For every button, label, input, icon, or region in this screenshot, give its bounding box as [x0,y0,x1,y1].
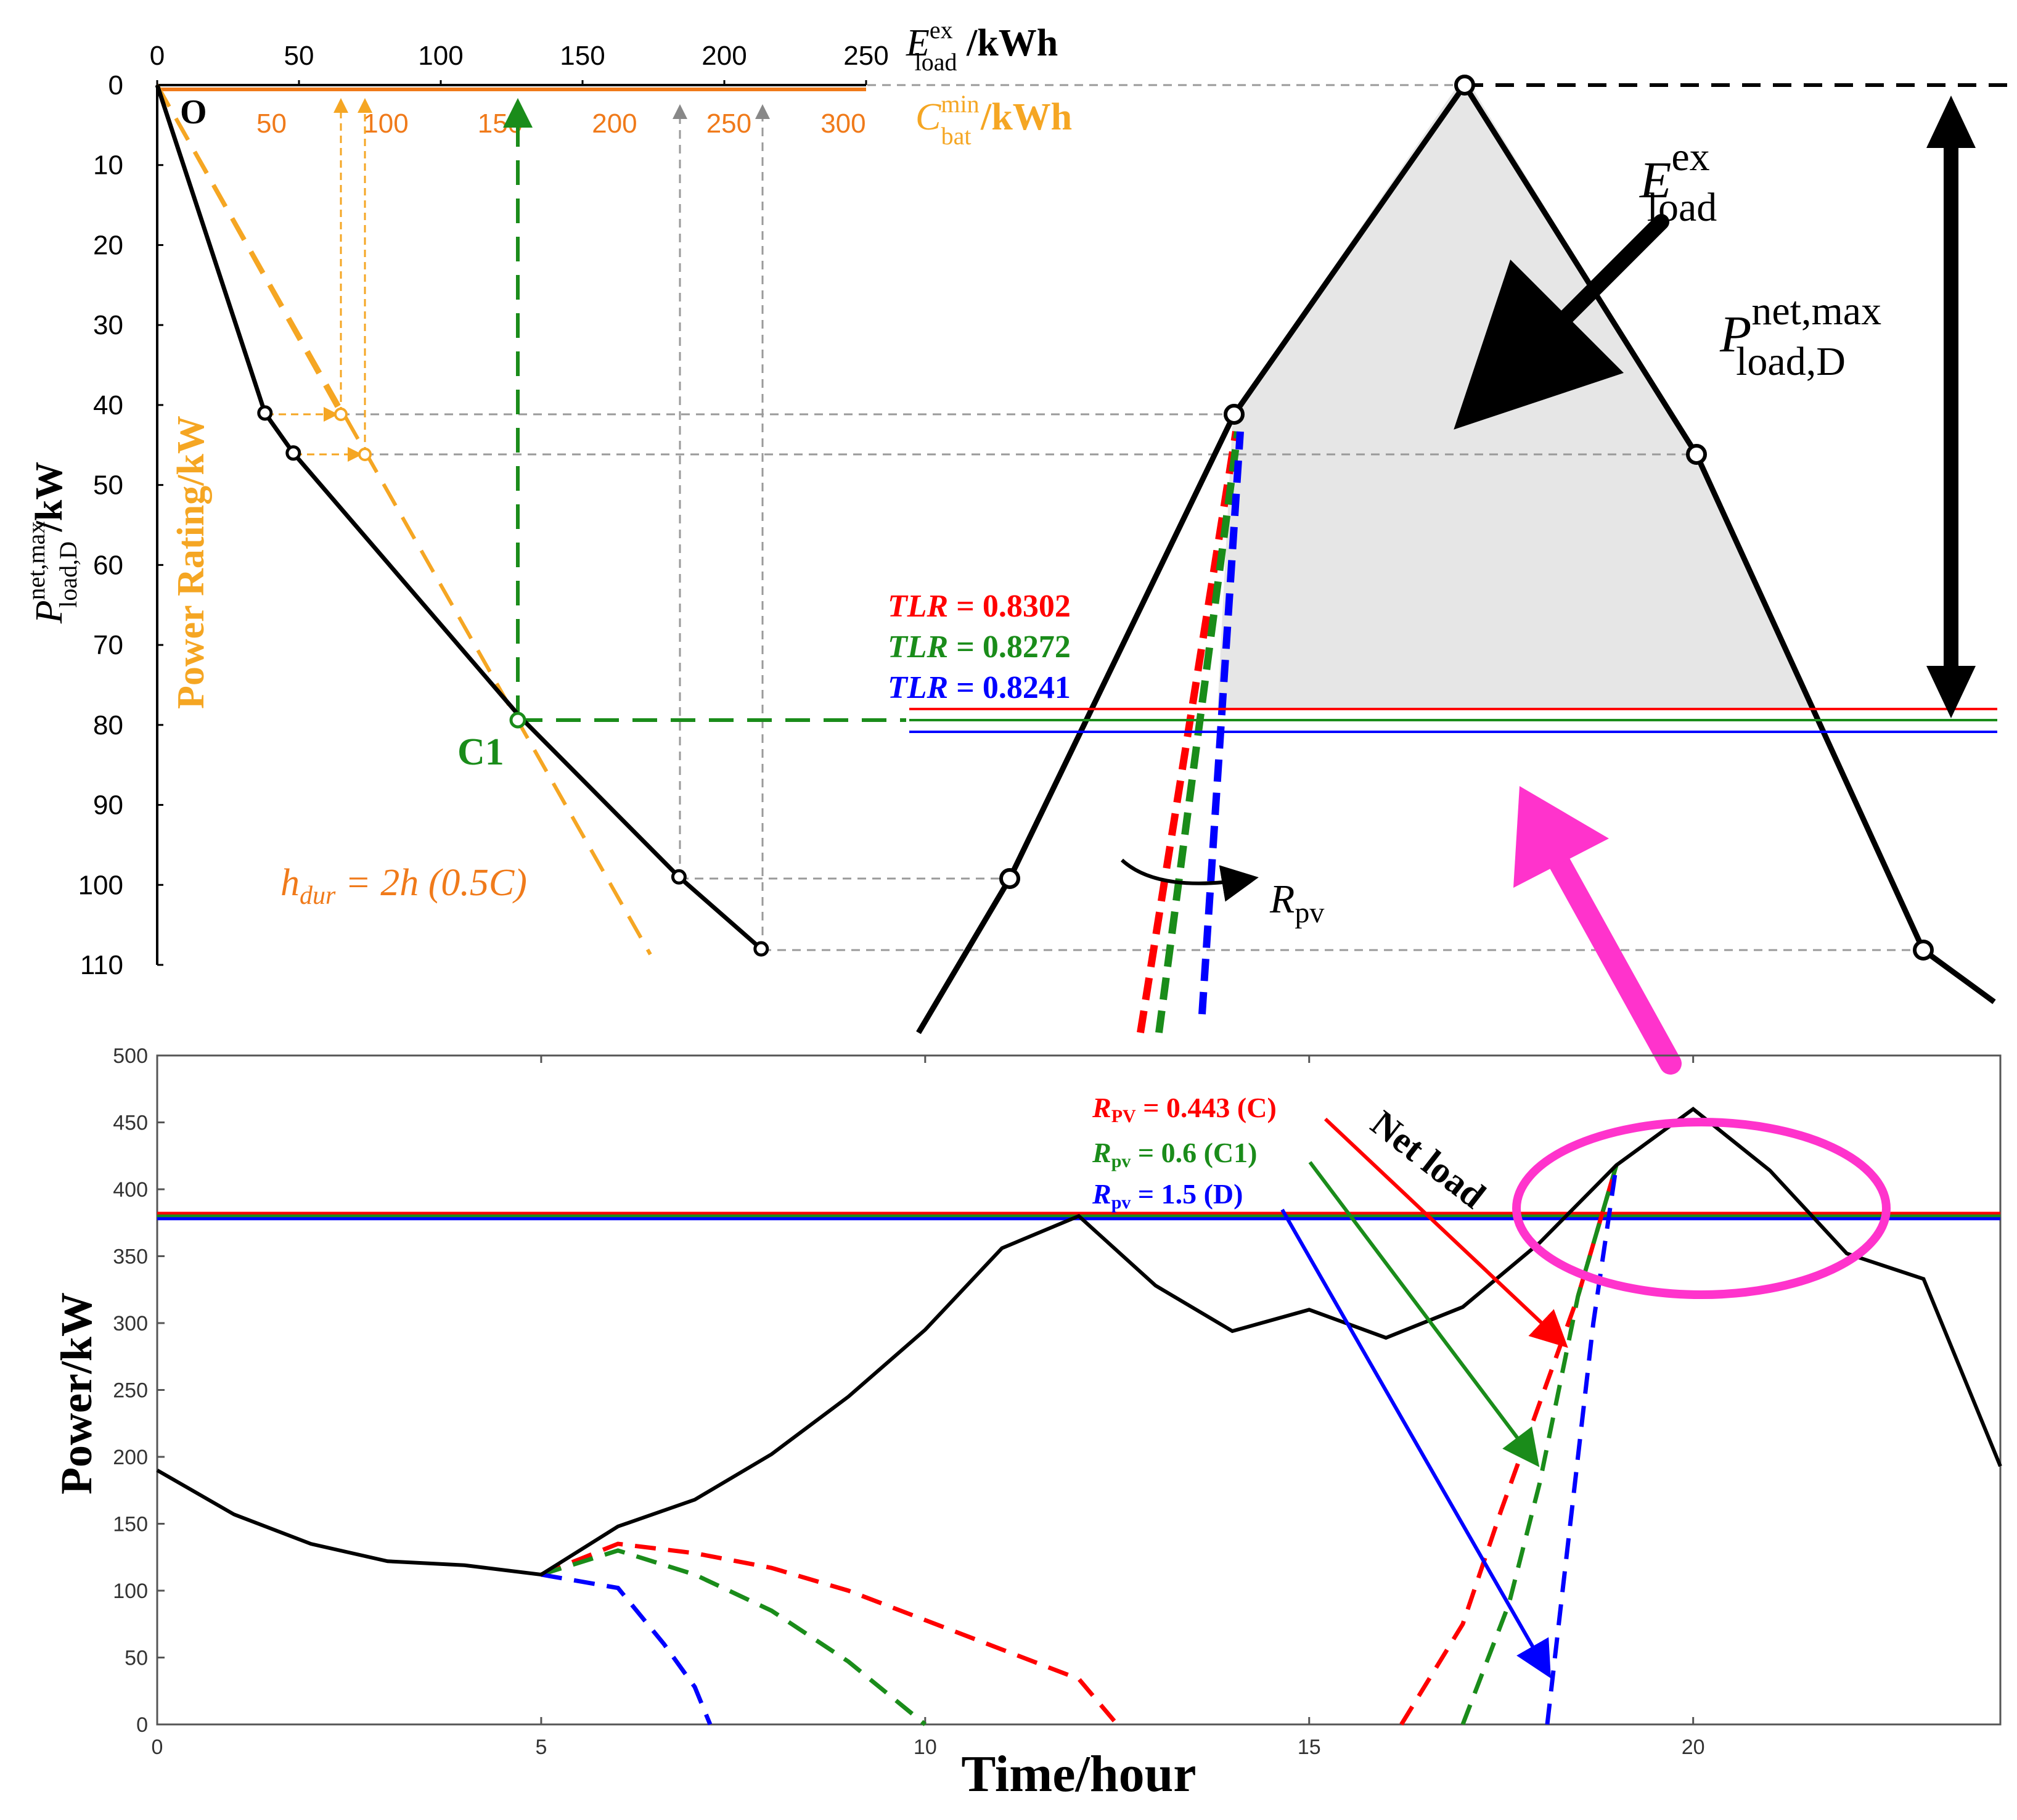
top-curve-point [753,941,769,957]
tlr-labels: TLR = 0.8302 TLR = 0.8272 TLR = 0.8241 [888,589,1071,705]
bottom-y-tick-label: 250 [113,1379,148,1403]
pv-curve-green-morning [540,1548,927,1726]
green-arrow [1308,1161,1540,1467]
bottom-x-tick-label: 10 [914,1736,937,1759]
top-curve-points [257,405,769,957]
top-x-tick-label: 100 [418,41,463,71]
top-y-tick-label: 110 [80,950,123,980]
net-load-line [156,1107,2002,1577]
bottom-y-tick-label: 400 [113,1178,148,1202]
rpv-label-green: Rpv = 0.6 (C1) [1092,1137,1257,1171]
top-x-tick-label: 50 [284,41,314,71]
eload-label: Eex load [1639,134,1717,230]
tlr-label: TLR = 0.8302 [888,589,1071,624]
rpv-label-red: RPV = 0.443 (C) [1092,1092,1277,1126]
top-black-curve [155,84,763,951]
bottom-x-tick-label: 0 [152,1736,163,1759]
bottom-x-tick-label: 15 [1298,1736,1321,1759]
top-y-tick-label: 10 [93,150,123,181]
orange-axis-label: Cmin bat /kWh [915,90,1072,150]
y-axis-label: Power/kW [52,1292,101,1494]
bottom-y-ticks: 0 50 100 150 200 250 300 350 400 450 500 [113,1044,165,1737]
top-x-ticks: 0 50 100 150 200 250 [150,41,889,85]
rpv-label: Rpv [1269,877,1324,929]
bottom-y-tick-label: 100 [113,1580,148,1603]
eload-arrow [1454,214,1669,430]
bottom-y-tick-label: 300 [113,1312,148,1335]
top-y-tick-label: 20 [93,230,123,260]
top-y-tick-label: 50 [93,470,123,501]
orange-point-2 [358,448,372,461]
rpv-labels: RPV = 0.443 (C) Rpv = 0.6 (C1) Rpv = 1.5 (… [1092,1092,1277,1213]
power-rating-label: Power Rating/kW [170,416,212,709]
orange-x-tick-label: 100 [363,109,408,139]
top-y-tick-label: 30 [93,310,123,340]
top-panel: 0 50 100 150 200 250 50 100 150 200 250 300 010203… [22,16,2017,1075]
pv-curves [540,1164,1619,1726]
top-y-tick-label: 90 [93,790,123,821]
origin-label: O [180,93,207,131]
top-x-tick-label: 0 [150,41,165,71]
rpv-rotation-arrow [1120,858,1259,902]
bottom-y-tick-label: 0 [136,1713,148,1737]
orange-guides [155,84,652,956]
triangle-points [999,75,1934,961]
peak-highlight-ellipse [1512,1118,1891,1299]
top-x-tick-label: 250 [843,41,888,71]
top-y-ticks: 0 10 20 30 40 50 60 70 80 90 100 110 [78,70,163,980]
orange-x-tick-label: 50 [256,109,287,139]
top-curve-point [285,445,301,461]
rpv-label-blue: Rpv = 1.5 (D) [1092,1178,1243,1213]
top-x-tick-label: 150 [560,41,605,71]
top-y-tick-label: 80 [93,710,123,740]
bottom-y-tick-label: 150 [113,1513,148,1536]
pv-curve-green-evening [1460,1164,1619,1726]
top-y-tick-label: 100 [78,870,123,900]
blue-arrow [1280,1208,1551,1679]
bottom-x-ticks: 0 5 10 15 20 [152,1056,1705,1759]
plot-frame [156,1054,2002,1726]
pv-curve-blue-morning [541,1572,713,1726]
orange-x-tick-label: 200 [592,109,637,139]
tlr-label: TLR = 0.8241 [888,670,1071,705]
bottom-y-tick-label: 500 [113,1044,148,1068]
pv-curve-red-evening [1399,1164,1619,1726]
net-load-label: Net load [1364,1102,1493,1216]
bottom-y-tick-label: 200 [113,1446,148,1469]
orange-x-ticks: 50 100 150 200 250 300 [256,109,866,139]
pv-curve-blue-evening [1545,1165,1619,1725]
magenta-arrow [1549,852,1682,1075]
top-y-tick-label: 70 [93,630,123,660]
orange-x-tick-label: 300 [820,109,865,139]
bottom-panel: 0 5 10 15 20 050100150200250300350400450500 … [52,1044,2002,1803]
red-arrow [1324,1117,1568,1348]
orange-x-tick-label: 250 [706,109,751,139]
top-y-label: Pnet,max load,D /kW [22,462,82,625]
pnet-arrow-down [1926,666,1976,718]
hdur-label: hdur = 2h (0.5C) [280,862,527,910]
pv-curve-red-morning [540,1541,1119,1726]
top-axis-label: Eex load /kWh [906,16,1058,76]
top-x-tick-label: 200 [702,41,747,71]
bottom-y-tick-label: 450 [113,1112,148,1135]
magenta-arrow-head [1513,786,1609,888]
bottom-y-tick-label: 50 [125,1647,148,1670]
top-curve-point [257,405,273,421]
c1-label: C1 [457,731,504,773]
top-curve-point [671,869,687,885]
pnet-label: Pnet,max load,D [1719,289,1881,384]
orange-point-1 [334,408,348,421]
pnet-arrow-up [1926,96,1976,148]
bottom-x-tick-label: 5 [535,1736,547,1759]
bottom-x-tick-label: 20 [1682,1736,1705,1759]
top-y-tick-label: 60 [93,550,123,580]
top-y-tick-label: 40 [93,390,123,420]
top-y-tick-label: 0 [108,70,123,100]
c1-point [509,711,526,729]
bottom-y-tick-label: 350 [113,1245,148,1269]
tlr-label: TLR = 0.8272 [888,629,1071,665]
x-axis-label: Time/hour [961,1745,1196,1803]
